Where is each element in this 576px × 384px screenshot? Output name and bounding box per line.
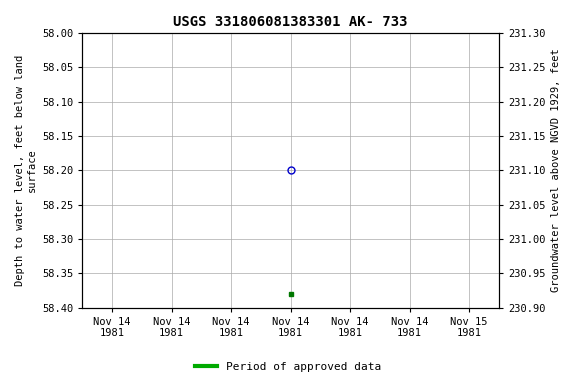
Y-axis label: Groundwater level above NGVD 1929, feet: Groundwater level above NGVD 1929, feet	[551, 48, 561, 292]
Y-axis label: Depth to water level, feet below land
surface: Depth to water level, feet below land su…	[15, 55, 37, 286]
Title: USGS 331806081383301 AK- 733: USGS 331806081383301 AK- 733	[173, 15, 408, 29]
Legend: Period of approved data: Period of approved data	[191, 358, 385, 377]
